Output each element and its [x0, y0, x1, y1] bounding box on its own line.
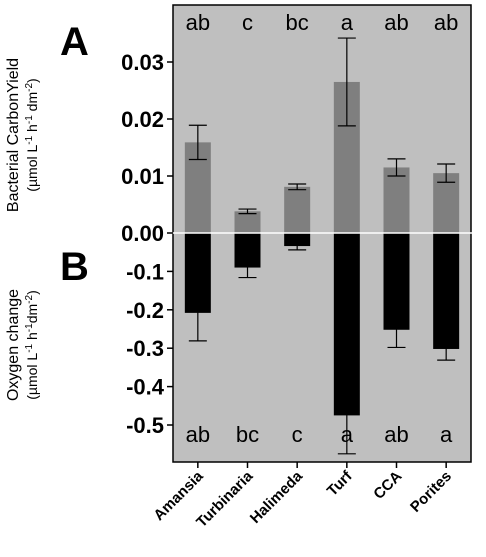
y-tick-label: 0.00 — [121, 221, 164, 246]
unit-text: dm — [24, 92, 40, 115]
y-axis-title-line1: Oxygen change — [5, 289, 22, 401]
error-bar-a-amansia — [188, 124, 207, 161]
bar-a-porites — [433, 173, 460, 233]
significance-a-porites: ab — [434, 10, 458, 35]
x-tick-label-halimeda: Halimeda — [247, 467, 307, 527]
significance-a-amansia: ab — [186, 10, 210, 35]
y-axis-title-b: Oxygen change (µmol L-1 h-1dm-2) — [5, 289, 40, 401]
superscript: -1 — [24, 115, 35, 124]
error-bars — [188, 37, 456, 455]
superscript: -1 — [24, 323, 35, 332]
error-bar-b-amansia — [188, 284, 207, 342]
panel-label-b: B — [60, 245, 89, 289]
y-tick-label: 0.01 — [121, 164, 164, 189]
y-tick-label: -0.5 — [126, 413, 164, 438]
panel-label-a: A — [60, 20, 89, 64]
bar-a-cca — [383, 167, 410, 233]
unit-text: ) — [24, 290, 40, 295]
y-tick-label: 0.02 — [121, 107, 164, 132]
unit-text: h — [24, 332, 40, 344]
significance-a-halimeda: bc — [286, 10, 309, 35]
unit-text: (µmol L — [24, 145, 40, 192]
y-tick-label: -0.3 — [126, 336, 164, 361]
error-bar-b-turf — [337, 376, 356, 455]
y-tick-label: -0.4 — [126, 375, 165, 400]
error-bar-a-turbinaria — [238, 208, 257, 215]
unit-text: dm — [24, 304, 40, 323]
bar-b-porites — [433, 233, 460, 349]
x-tick-label-turf: Turf — [324, 467, 357, 500]
x-tick-label-porites: Porites — [407, 468, 455, 516]
y-tick-label: 0.03 — [121, 50, 164, 75]
error-bar-a-porites — [437, 163, 456, 183]
superscript: -1 — [24, 343, 35, 352]
error-bar-b-halimeda — [288, 241, 307, 251]
bar-a-halimeda — [284, 186, 311, 233]
significance-b-cca: ab — [384, 422, 408, 447]
unit-text: h — [24, 124, 40, 136]
significance-b-amansia: ab — [186, 422, 210, 447]
y-tick-label: -0.2 — [126, 298, 164, 323]
superscript: -2 — [24, 294, 35, 303]
error-bar-a-turf — [337, 37, 356, 127]
significance-b-turf: a — [341, 422, 354, 447]
y-axis-labels: Bacterial CarbonYield (µmol L-1 h-1 dm-2)… — [5, 58, 40, 401]
superscript: -2 — [24, 83, 35, 92]
significance-a-turf: a — [341, 10, 354, 35]
significance-b-halimeda: c — [292, 422, 303, 447]
error-bar-b-turbinaria — [238, 256, 257, 279]
significance-b-porites: a — [440, 422, 453, 447]
significance-a-cca: ab — [384, 10, 408, 35]
significance-b-turbinaria: bc — [236, 422, 259, 447]
y-axis-title-line2: (µmol L-1 h-1dm-2) — [24, 290, 41, 400]
error-bar-a-cca — [387, 158, 406, 177]
y-axis-title-line1: Bacterial CarbonYield — [5, 58, 22, 212]
bar-a-turbinaria — [234, 211, 261, 233]
panel-b-significance-letters: ab bc c a ab a — [186, 422, 453, 447]
panel-a-significance-letters: ab c bc a ab ab — [186, 10, 459, 35]
y-tick-label: -0.1 — [126, 259, 164, 284]
unit-text: (µmol L — [24, 353, 40, 400]
error-bar-a-halimeda — [288, 183, 307, 191]
superscript: -1 — [24, 135, 35, 144]
error-bar-b-cca — [387, 311, 406, 349]
unit-text: ) — [24, 78, 40, 83]
y-axis-ticks: 0.00 0.01 0.02 0.03 -0.1 -0.2 -0.3 -0.4 -0.5 — [121, 50, 173, 438]
y-axis-title-a: Bacterial CarbonYield (µmol L-1 h-1 dm-2) — [5, 58, 40, 212]
y-axis-title-line2: (µmol L-1 h-1 dm-2) — [24, 78, 41, 191]
significance-a-turbinaria: c — [242, 10, 253, 35]
x-tick-label-cca: CCA — [370, 468, 405, 503]
error-bar-b-porites — [437, 337, 456, 361]
